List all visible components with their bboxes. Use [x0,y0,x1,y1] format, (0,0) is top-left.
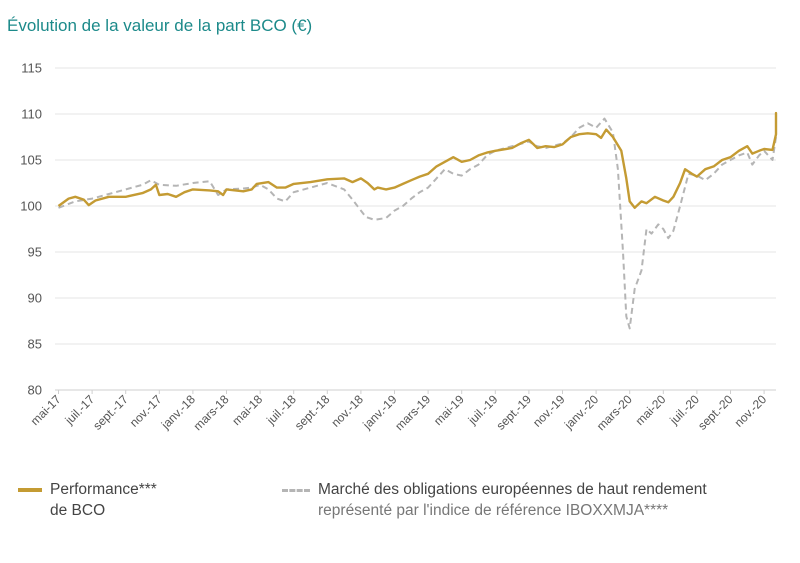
x-tick-label: janv.-19 [359,392,399,432]
y-axis-ticks: 80 85 90 95 100 105 110 115 [20,61,42,398]
x-tick-label: janv.-18 [158,392,198,432]
legend-label-index-line2: représenté par l'indice de référence IBO… [318,502,669,519]
x-axis-ticks: mai-17juil.-17sept.-17nov.-17janv.-18mar… [28,390,770,433]
legend-label-bco-line1: Performance*** [50,481,157,498]
chart-title: Évolution de la valeur de la part BCO (€… [7,16,313,35]
x-tick-label: sept.-20 [695,392,736,433]
x-tick-label: sept.-17 [90,392,131,433]
x-tick-label: mai-18 [229,392,265,428]
grid-lines [55,67,776,391]
x-tick-label: nov.-19 [530,392,568,430]
series-line-bco [57,111,778,210]
y-tick-label: 100 [20,199,42,214]
x-tick-label: mai-19 [431,392,467,428]
y-tick-label: 85 [28,337,42,352]
y-tick-label: 110 [21,107,42,122]
y-tick-label: 115 [21,61,42,76]
series-lines [57,111,778,330]
legend-swatch-bco [18,488,42,492]
x-tick-label: nov.-17 [127,392,165,430]
legend-label-bco-line2: de BCO [50,502,106,519]
legend-swatch-index [282,489,310,492]
y-tick-label: 90 [28,291,42,306]
x-tick-label: mars-20 [594,392,635,433]
y-tick-label: 80 [28,383,42,398]
x-tick-label: mai-20 [633,392,669,428]
y-tick-label: 95 [28,245,42,260]
x-tick-label: nov.-20 [732,392,770,430]
x-tick-label: sept.-18 [292,392,333,433]
y-tick-label: 105 [20,153,42,168]
x-tick-label: nov.-18 [328,392,366,430]
legend-label-index-line1: Marché des obligations européennes de ha… [318,481,707,498]
series-line-index [58,114,777,330]
x-tick-label: mars-18 [191,392,232,433]
x-tick-label: mars-19 [392,392,433,433]
x-tick-label: sept.-19 [493,392,534,433]
